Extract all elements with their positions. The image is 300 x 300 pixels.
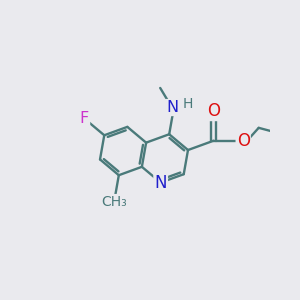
Text: N: N	[166, 100, 178, 115]
Text: N: N	[154, 174, 167, 192]
Text: H: H	[182, 97, 193, 111]
Text: F: F	[80, 111, 89, 126]
Text: O: O	[237, 132, 250, 150]
Text: O: O	[207, 102, 220, 120]
Text: CH₃: CH₃	[101, 195, 127, 209]
